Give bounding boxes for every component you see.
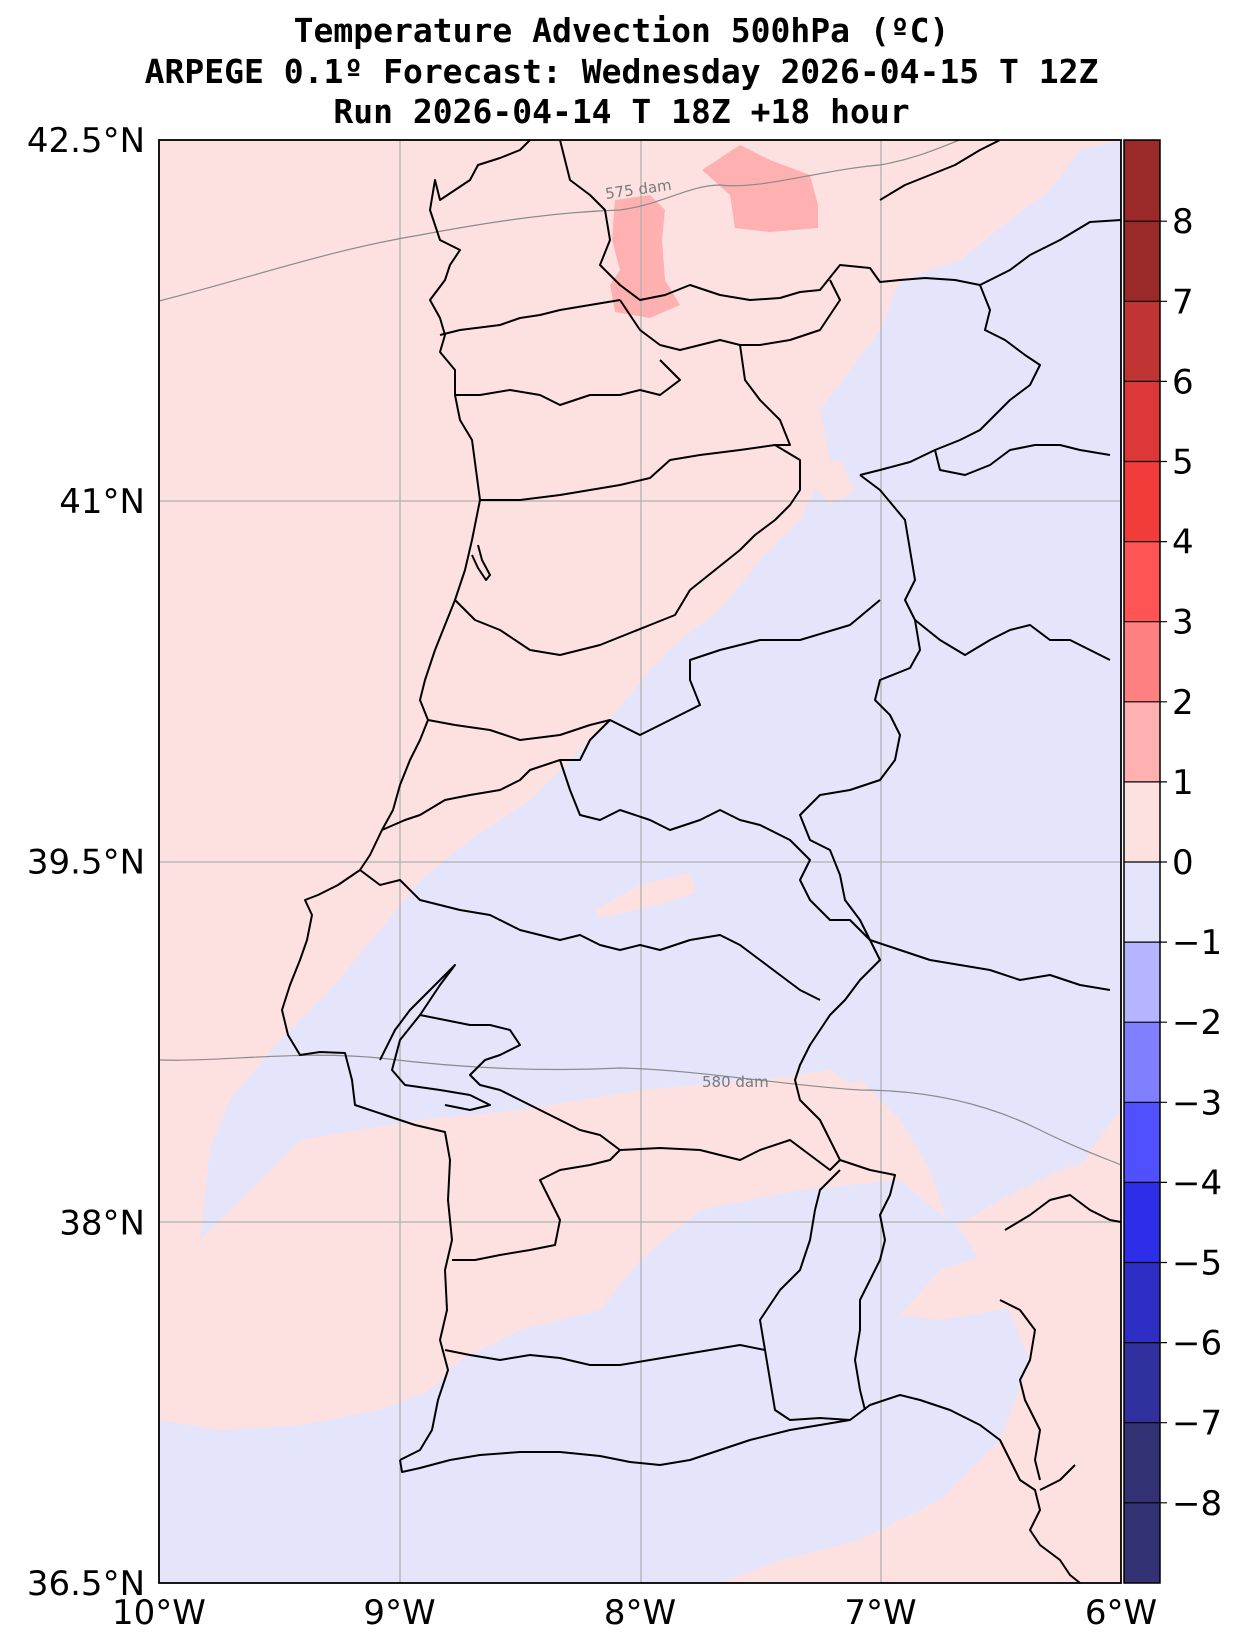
lat-tick-label: 41°N (59, 482, 145, 522)
lon-tick-label: 8°W (604, 1593, 676, 1633)
contour-575-dam (159, 140, 961, 302)
contour-label-580: 580 dam (702, 1073, 769, 1091)
field-positive-streak-2 (800, 460, 855, 505)
colorbar-band (1124, 942, 1160, 1023)
border-district-1 (439, 299, 621, 336)
border-district-19 (1039, 1464, 1076, 1491)
colorbar-tick-label: 0 (1172, 843, 1194, 883)
field-negative-region-sw (159, 1180, 1030, 1583)
lon-tick-label: 9°W (363, 1593, 435, 1633)
colorbar-band (1124, 1102, 1160, 1183)
colorbar-band (1124, 461, 1160, 542)
border-district-4 (454, 549, 741, 656)
border-east (794, 474, 921, 1411)
map-panel: 575 dam 580 dam (159, 140, 1121, 1583)
colorbar-band (1124, 701, 1160, 782)
colorbar-tick-label: 8 (1172, 202, 1194, 242)
colorbar-band (1124, 301, 1160, 382)
colorbar-band (1124, 541, 1160, 622)
lat-tick-label: 39.5°N (27, 843, 145, 883)
colorbar-tick-label: −5 (1172, 1244, 1222, 1284)
coastline-aveiro (471, 544, 491, 581)
colorbar-tick-label: 7 (1172, 282, 1194, 322)
lon-tick-label: 10°W (112, 1593, 206, 1633)
colorbar-band (1124, 1182, 1160, 1263)
colorbar-band (1124, 1262, 1160, 1343)
border-district-21 (739, 344, 791, 446)
field-positive-1-2-northwest (610, 195, 680, 318)
title-line-2: ARPEGE 0.1º Forecast: Wednesday 2026-04-… (144, 52, 1099, 91)
axis-labels: 10°W 9°W 8°W 7°W 6°W 42.5°N 41°N 39.5°N 38°N 36.5… (27, 121, 1157, 1633)
field-positive-patch-bottom (720, 1440, 1121, 1583)
colorbar-band (1124, 1342, 1160, 1423)
lat-tick-label: 36.5°N (27, 1564, 145, 1604)
border-district-10 (619, 1139, 841, 1171)
title-line-3: Run 2026-04-14 T 18Z +18 hour (333, 92, 910, 131)
colorbar-tick-label: −1 (1172, 923, 1222, 963)
border-district-2 (455, 359, 681, 406)
field-negative-region (200, 140, 1121, 1250)
colorbar-tick-label: −8 (1172, 1484, 1222, 1524)
colorbar: 8 7 6 5 4 3 2 1 0 −1 −2 −3 −4 −5 −6 −7 −8 (1123, 139, 1222, 1584)
border-district-18 (999, 1299, 1041, 1481)
border-district-7 (559, 759, 1111, 991)
border-district-8 (359, 869, 821, 1001)
colorbar-tick-label: 1 (1172, 763, 1194, 803)
colorbar-tick-label: −3 (1172, 1083, 1222, 1123)
title-line-1: Temperature Advection 500hPa (ºC) (293, 11, 950, 50)
colorbar-tick-label: 3 (1172, 603, 1194, 643)
colorbar-tick-label: 6 (1172, 362, 1194, 402)
colorbar-band (1124, 381, 1160, 462)
map-frame (158, 139, 1122, 1584)
contour-580-dam (159, 1054, 1121, 1166)
coastline-borders (281, 140, 1121, 1583)
field-positive-patch-se (900, 1200, 1121, 1320)
lat-tick-label: 42.5°N (27, 121, 145, 161)
field-positive-band-south (159, 1070, 860, 1430)
colorbar-band (1124, 1022, 1160, 1103)
coastline-tejo (379, 964, 491, 1111)
border-district-5 (427, 599, 881, 741)
colorbar-tick-label: 2 (1172, 683, 1194, 723)
border-district-11 (444, 1344, 851, 1421)
colorbar-band (1124, 781, 1160, 862)
border-district-3 (480, 444, 801, 551)
field-positive-streak (595, 873, 696, 918)
colorbar-tick-label: −7 (1172, 1404, 1222, 1444)
colorbar-band (1124, 862, 1160, 943)
border-district-16 (979, 219, 1121, 286)
border-district-14 (914, 619, 1111, 661)
border-district-6 (381, 719, 611, 831)
lon-tick-label: 6°W (1085, 1593, 1157, 1633)
colorbar-tick-label: −4 (1172, 1163, 1222, 1203)
colorbar-tick-label: 4 (1172, 523, 1194, 563)
colorbar-tick-label: 5 (1172, 443, 1194, 483)
lon-tick-label: 7°W (844, 1593, 916, 1633)
colorbar-tick-label: −2 (1172, 1003, 1222, 1043)
lat-tick-label: 38°N (59, 1203, 145, 1243)
border-district-13 (934, 444, 1111, 476)
border-district-15 (879, 140, 1001, 201)
colorbar-band (1124, 621, 1160, 702)
border-district-12 (759, 1169, 841, 1351)
graticule (159, 140, 1121, 1583)
border-district-17 (1004, 1194, 1121, 1231)
colorbar-tick-label: −6 (1172, 1324, 1222, 1364)
border-district-20 (619, 279, 841, 351)
border-north (559, 140, 1041, 476)
border-district-9 (419, 1014, 621, 1261)
coastline-west (281, 140, 531, 1461)
field-positive-1-2-north (702, 145, 818, 232)
